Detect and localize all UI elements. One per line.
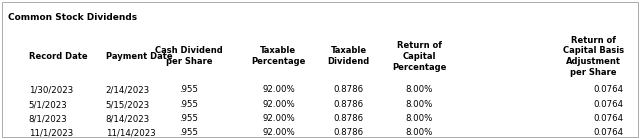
FancyBboxPatch shape	[2, 2, 638, 137]
Text: 8/14/2023: 8/14/2023	[106, 114, 150, 123]
Text: 2/14/2023: 2/14/2023	[106, 85, 150, 94]
Text: Payment Date: Payment Date	[106, 52, 172, 61]
Text: 92.00%: 92.00%	[262, 128, 295, 137]
Text: 11/14/2023: 11/14/2023	[106, 128, 156, 137]
Text: 92.00%: 92.00%	[262, 85, 295, 94]
Text: 0.8786: 0.8786	[333, 85, 364, 94]
Text: 0.0764: 0.0764	[594, 85, 624, 94]
Text: Taxable
Dividend: Taxable Dividend	[328, 46, 370, 66]
Text: 0.0764: 0.0764	[594, 114, 624, 123]
Text: .955: .955	[179, 128, 198, 137]
Text: 8.00%: 8.00%	[406, 114, 433, 123]
Text: Taxable
Percentage: Taxable Percentage	[252, 46, 305, 66]
Text: 92.00%: 92.00%	[262, 114, 295, 123]
Text: 8.00%: 8.00%	[406, 128, 433, 137]
Text: 8/1/2023: 8/1/2023	[29, 114, 68, 123]
Text: 0.8786: 0.8786	[333, 100, 364, 109]
Text: 92.00%: 92.00%	[262, 100, 295, 109]
Text: Record Date: Record Date	[29, 52, 88, 61]
Text: 0.8786: 0.8786	[333, 114, 364, 123]
Text: .955: .955	[179, 100, 198, 109]
Text: Cash Dividend
per Share: Cash Dividend per Share	[155, 46, 223, 66]
Text: Common Stock Dividends: Common Stock Dividends	[8, 13, 137, 22]
Text: .955: .955	[179, 85, 198, 94]
Text: 0.0764: 0.0764	[594, 100, 624, 109]
Text: 5/15/2023: 5/15/2023	[106, 100, 150, 109]
Text: 5/1/2023: 5/1/2023	[29, 100, 68, 109]
Text: 8.00%: 8.00%	[406, 100, 433, 109]
Text: Return of
Capital
Percentage: Return of Capital Percentage	[392, 41, 446, 72]
Text: Return of
Capital Basis
Adjustment
per Share: Return of Capital Basis Adjustment per S…	[563, 36, 624, 77]
Text: 0.0764: 0.0764	[594, 128, 624, 137]
Text: 11/1/2023: 11/1/2023	[29, 128, 73, 137]
Text: 1/30/2023: 1/30/2023	[29, 85, 73, 94]
Text: 8.00%: 8.00%	[406, 85, 433, 94]
Text: 0.8786: 0.8786	[333, 128, 364, 137]
Text: .955: .955	[179, 114, 198, 123]
